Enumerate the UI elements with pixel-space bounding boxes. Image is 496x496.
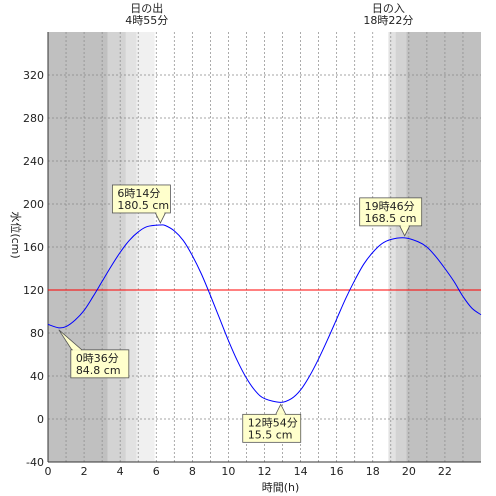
annotation-value: 15.5 cm: [248, 428, 293, 441]
annotation-time: 0時36分: [76, 352, 119, 365]
x-tick-label: 22: [438, 465, 452, 478]
y-tick-label: 40: [30, 370, 44, 383]
x-tick-label: 8: [189, 465, 196, 478]
annotation-box: [111, 184, 171, 214]
annotation-time: 19時46分: [365, 200, 415, 213]
y-tick-label: 240: [23, 155, 44, 168]
x-tick-label: 20: [402, 465, 416, 478]
x-tick-label: 14: [294, 465, 308, 478]
y-tick-label: -40: [26, 456, 44, 469]
x-tick-label: 6: [153, 465, 160, 478]
annotation-box: [70, 349, 130, 379]
annotation-value: 84.8 cm: [76, 364, 121, 377]
annotation-value: 180.5 cm: [117, 199, 169, 212]
x-tick-label: 4: [117, 465, 124, 478]
y-tick-label: 120: [23, 284, 44, 297]
annotation-time: 6時14分: [117, 187, 160, 200]
sunset-label: 日の入: [372, 2, 405, 15]
x-tick-label: 16: [330, 465, 344, 478]
x-tick-label: 18: [366, 465, 380, 478]
y-tick-label: 0: [37, 413, 44, 426]
sunset-time: 18時22分: [363, 14, 413, 27]
x-tick-label: 10: [221, 465, 235, 478]
x-tick-label: 12: [258, 465, 272, 478]
y-tick-label: 200: [23, 198, 44, 211]
x-axis-label: 時間(h): [262, 481, 300, 494]
twilight-band: [125, 32, 137, 462]
y-tick-label: 320: [23, 69, 44, 82]
y-tick-label: 160: [23, 241, 44, 254]
x-tick-label: 0: [45, 465, 52, 478]
annotation-box: [359, 197, 423, 227]
annotation-time: 12時54分: [248, 416, 298, 429]
y-tick-label: 280: [23, 112, 44, 125]
y-tick-label: 80: [30, 327, 44, 340]
annotation-box: [242, 413, 302, 443]
tide-series-line: [47, 224, 482, 403]
x-tick-labels: 0 2 4 6 8 10 12 14 16 18 20 22: [45, 465, 452, 478]
sunrise-time: 4時55分: [125, 14, 168, 27]
y-tick-labels: -40 0 40 80 120 160 200 240 280 320: [23, 69, 44, 469]
sunrise-label: 日の出: [130, 1, 163, 15]
y-axis-label: 水位(cm): [9, 211, 23, 258]
annotation-value: 168.5 cm: [365, 212, 417, 225]
x-tick-label: 2: [81, 465, 88, 478]
